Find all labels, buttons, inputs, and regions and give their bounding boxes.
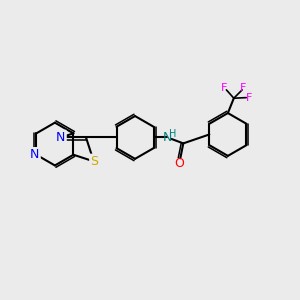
Text: O: O (174, 157, 184, 170)
Text: N: N (56, 131, 65, 144)
Text: F: F (221, 83, 227, 93)
Text: H: H (169, 129, 176, 139)
Text: F: F (240, 83, 247, 93)
Text: S: S (90, 155, 98, 168)
Text: N: N (30, 148, 40, 161)
Text: F: F (245, 93, 252, 103)
Text: N: N (162, 131, 172, 144)
